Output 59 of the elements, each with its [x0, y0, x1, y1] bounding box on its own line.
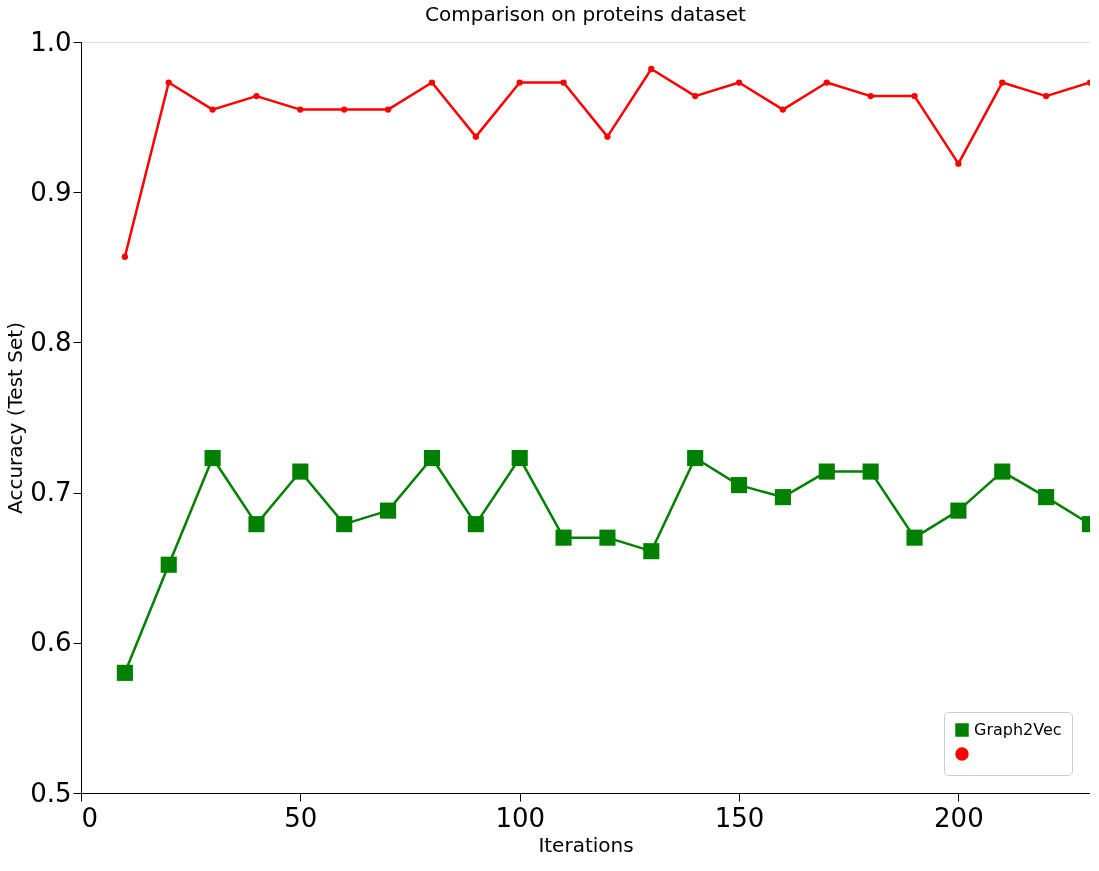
- point: [955, 160, 962, 167]
- point: [950, 502, 967, 519]
- point: [862, 463, 879, 480]
- point: [160, 556, 177, 573]
- point: [730, 477, 748, 494]
- y-tick-label: 0.8: [30, 326, 72, 357]
- point: [911, 92, 918, 100]
- point: [209, 106, 216, 113]
- point: [380, 502, 397, 519]
- point: [116, 664, 133, 681]
- y-tick-label: 1.0: [30, 26, 72, 57]
- point: [906, 529, 923, 546]
- point: [467, 516, 484, 533]
- point: [599, 529, 616, 546]
- y-tick-label: 0.9: [30, 176, 72, 207]
- chart-title: Comparison on proteins dataset: [425, 2, 747, 26]
- x-axis-title: Iterations: [538, 832, 634, 857]
- point: [204, 449, 221, 467]
- x-tick-label: 0: [81, 802, 99, 833]
- point: [867, 92, 874, 100]
- point: [774, 489, 791, 506]
- point: [121, 253, 129, 260]
- point: [1038, 489, 1055, 506]
- x-tick-label: 150: [714, 802, 765, 833]
- point: [292, 463, 309, 480]
- point: [643, 543, 660, 560]
- point: [687, 449, 704, 467]
- point: [823, 79, 830, 86]
- point: [818, 463, 835, 480]
- point: [999, 79, 1006, 86]
- point: [692, 92, 699, 100]
- point: [253, 92, 260, 100]
- point: [384, 106, 392, 113]
- y-tick-label: 0.7: [30, 477, 72, 508]
- legend-label: Graph2Vec: [974, 720, 1062, 739]
- x-tick-label: 200: [934, 802, 984, 833]
- point: [336, 516, 353, 533]
- point: [341, 106, 348, 113]
- y-axis-title: Accuracy (Test Set): [3, 322, 28, 514]
- point: [648, 65, 655, 73]
- y-tick-label: 0.6: [30, 627, 72, 658]
- point: [511, 449, 528, 467]
- point: [779, 106, 787, 113]
- point: [165, 79, 172, 86]
- point: [604, 133, 611, 140]
- point: [423, 449, 441, 467]
- point: [994, 463, 1011, 480]
- point: [297, 106, 304, 113]
- point: [560, 79, 567, 86]
- point: [1042, 92, 1050, 100]
- point: [735, 79, 743, 86]
- point: [472, 133, 479, 140]
- y-tick-label: 0.5: [30, 777, 72, 808]
- point: [516, 79, 523, 86]
- point: [248, 516, 265, 533]
- x-tick-label: 50: [284, 802, 318, 833]
- point: [428, 79, 436, 86]
- x-tick-label: 100: [495, 802, 546, 833]
- point: [555, 529, 572, 546]
